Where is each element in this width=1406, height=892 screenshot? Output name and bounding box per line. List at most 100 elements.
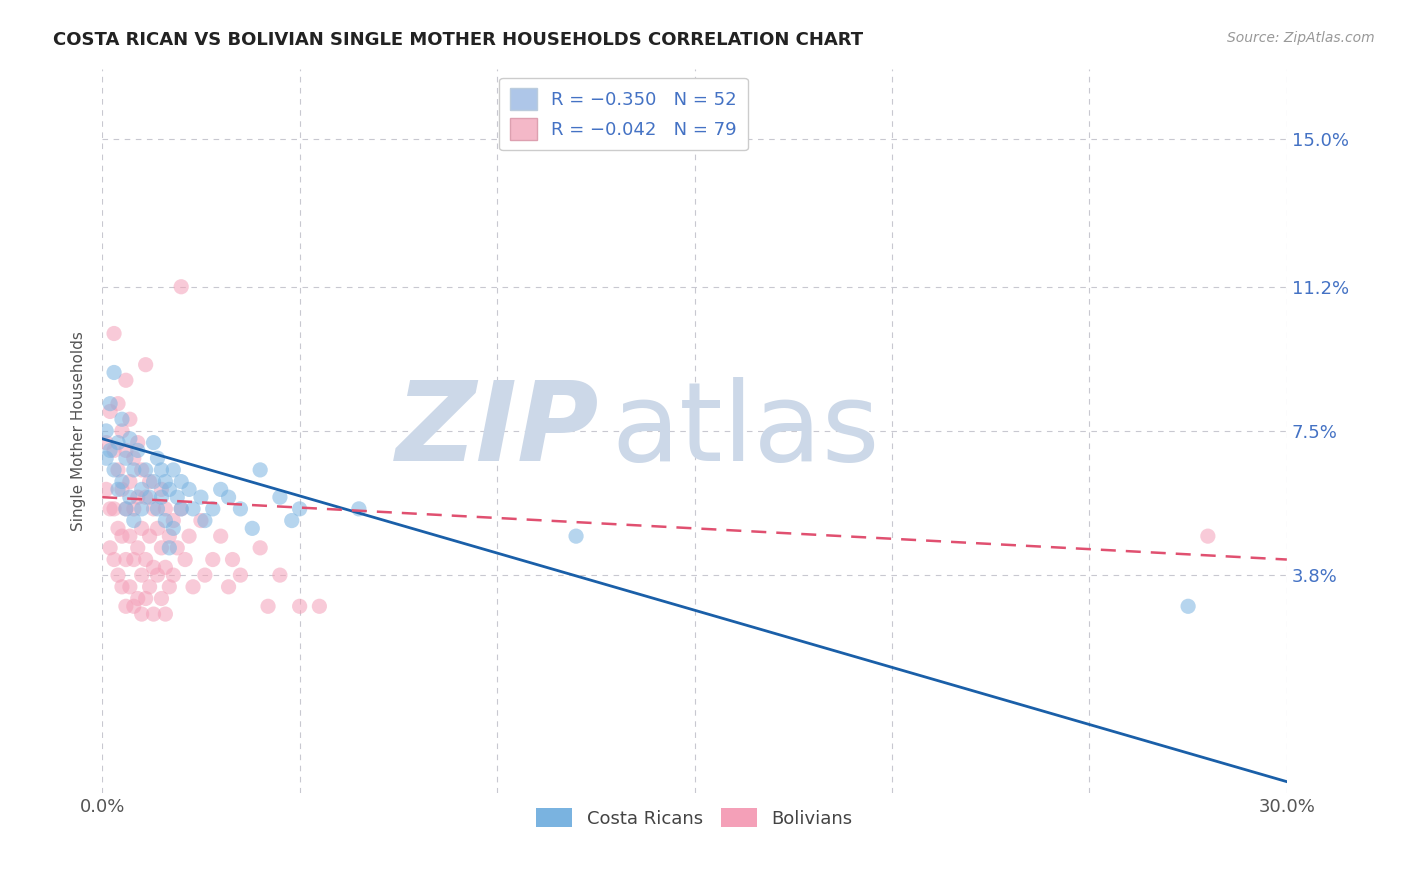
Point bbox=[107, 397, 129, 411]
Point bbox=[146, 501, 169, 516]
Y-axis label: Single Mother Households: Single Mother Households bbox=[72, 331, 86, 531]
Point bbox=[135, 591, 157, 606]
Point bbox=[131, 568, 153, 582]
Text: ZIP: ZIP bbox=[396, 377, 600, 484]
Point bbox=[103, 463, 125, 477]
Point bbox=[98, 404, 121, 418]
Point bbox=[269, 490, 291, 504]
Point bbox=[177, 529, 200, 543]
Point bbox=[131, 463, 153, 477]
Point bbox=[146, 568, 169, 582]
Point bbox=[138, 580, 160, 594]
Point bbox=[103, 501, 125, 516]
Point bbox=[142, 475, 165, 489]
Point bbox=[118, 580, 141, 594]
Point bbox=[103, 326, 125, 341]
Point bbox=[209, 483, 232, 497]
Point bbox=[170, 501, 193, 516]
Point bbox=[115, 599, 138, 614]
Point bbox=[190, 490, 212, 504]
Point bbox=[249, 541, 271, 555]
Point bbox=[111, 475, 134, 489]
Point bbox=[150, 463, 173, 477]
Point bbox=[138, 490, 160, 504]
Point bbox=[170, 501, 193, 516]
Point bbox=[111, 412, 134, 426]
Point bbox=[127, 541, 149, 555]
Point bbox=[181, 501, 204, 516]
Point bbox=[155, 560, 177, 574]
Point bbox=[122, 463, 145, 477]
Text: Source: ZipAtlas.com: Source: ZipAtlas.com bbox=[1227, 31, 1375, 45]
Point bbox=[107, 521, 129, 535]
Point bbox=[190, 514, 212, 528]
Point bbox=[347, 501, 370, 516]
Point bbox=[150, 490, 173, 504]
Point bbox=[135, 552, 157, 566]
Point bbox=[157, 580, 180, 594]
Point bbox=[201, 552, 224, 566]
Point bbox=[135, 358, 157, 372]
Point bbox=[201, 501, 224, 516]
Point bbox=[118, 490, 141, 504]
Point bbox=[170, 279, 193, 293]
Point bbox=[131, 607, 153, 621]
Point bbox=[157, 483, 180, 497]
Point bbox=[150, 591, 173, 606]
Point bbox=[181, 580, 204, 594]
Point bbox=[98, 397, 121, 411]
Point bbox=[138, 475, 160, 489]
Point bbox=[166, 541, 188, 555]
Point bbox=[138, 529, 160, 543]
Point bbox=[308, 599, 330, 614]
Point bbox=[162, 521, 184, 535]
Point bbox=[127, 591, 149, 606]
Point bbox=[249, 463, 271, 477]
Point bbox=[221, 552, 243, 566]
Point bbox=[155, 501, 177, 516]
Text: atlas: atlas bbox=[612, 377, 880, 484]
Point bbox=[194, 568, 217, 582]
Point bbox=[269, 568, 291, 582]
Point bbox=[229, 568, 252, 582]
Point bbox=[115, 373, 138, 387]
Point bbox=[135, 490, 157, 504]
Point bbox=[103, 552, 125, 566]
Point bbox=[170, 475, 193, 489]
Point bbox=[115, 501, 138, 516]
Point bbox=[127, 443, 149, 458]
Point bbox=[111, 424, 134, 438]
Point bbox=[155, 475, 177, 489]
Point bbox=[111, 483, 134, 497]
Point bbox=[146, 451, 169, 466]
Point bbox=[118, 412, 141, 426]
Point bbox=[229, 501, 252, 516]
Point bbox=[122, 501, 145, 516]
Point bbox=[107, 435, 129, 450]
Point bbox=[281, 514, 304, 528]
Point bbox=[177, 483, 200, 497]
Point bbox=[122, 451, 145, 466]
Point bbox=[111, 529, 134, 543]
Point bbox=[122, 514, 145, 528]
Point bbox=[162, 463, 184, 477]
Point bbox=[288, 501, 311, 516]
Point bbox=[107, 463, 129, 477]
Point bbox=[98, 501, 121, 516]
Point bbox=[142, 607, 165, 621]
Point bbox=[103, 443, 125, 458]
Point bbox=[240, 521, 263, 535]
Point bbox=[131, 483, 153, 497]
Point bbox=[118, 475, 141, 489]
Point bbox=[142, 435, 165, 450]
Point bbox=[131, 501, 153, 516]
Point bbox=[150, 483, 173, 497]
Point bbox=[127, 490, 149, 504]
Point bbox=[142, 501, 165, 516]
Point bbox=[115, 501, 138, 516]
Point bbox=[1197, 529, 1219, 543]
Point bbox=[257, 599, 280, 614]
Point bbox=[288, 599, 311, 614]
Point bbox=[174, 552, 197, 566]
Point bbox=[131, 521, 153, 535]
